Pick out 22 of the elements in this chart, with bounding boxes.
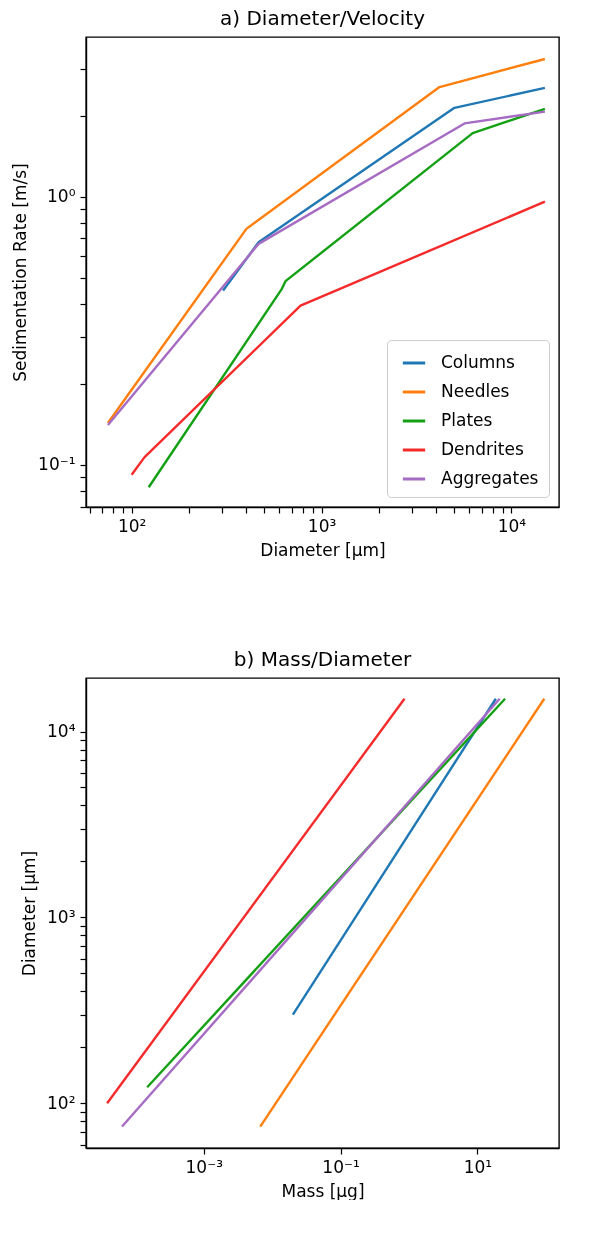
y-axis-title: Sedimentation Rate [m/s] [10, 163, 31, 382]
y-tick-label: 10² [47, 1092, 76, 1113]
x-axis-title: Mass [μg] [281, 1180, 365, 1201]
x-tick-label: 10⁻¹ [322, 1156, 360, 1177]
x-tick-label: 10⁴ [497, 515, 527, 536]
legend-label: Plates [441, 410, 493, 430]
x-tick-label: 10¹ [463, 1156, 493, 1177]
legend-label: Dendrites [441, 439, 524, 459]
y-tick-label: 10⁻¹ [38, 454, 76, 475]
legend-label: Needles [441, 381, 510, 401]
legend-label: Columns [441, 352, 516, 372]
y-axis-title: Diameter [μm] [19, 850, 40, 977]
y-tick-label: 10⁰ [47, 186, 76, 207]
x-tick-label: 10² [117, 515, 147, 536]
x-tick-label: 10⁻³ [185, 1156, 223, 1177]
y-tick-label: 10³ [47, 906, 76, 927]
chart-title: b) Mass/Diameter [233, 647, 412, 671]
chart-title: a) Diameter/Velocity [220, 6, 426, 30]
legend-label: Aggregates [441, 468, 539, 488]
y-tick-label: 10⁴ [47, 721, 76, 741]
x-axis-title: Diameter [μm] [260, 539, 386, 560]
x-tick-label: 10³ [307, 515, 337, 536]
